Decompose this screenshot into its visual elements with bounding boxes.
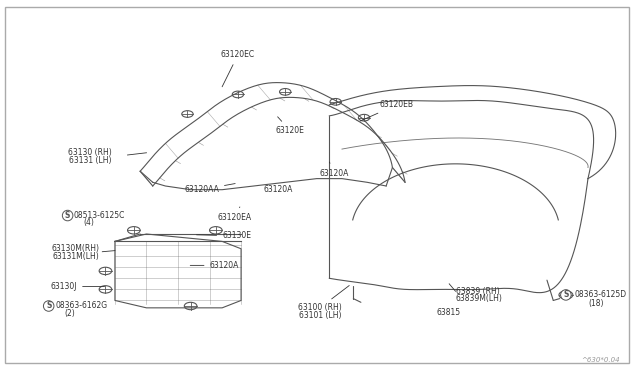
Text: (18): (18) — [588, 299, 604, 308]
Text: 63815: 63815 — [436, 308, 461, 317]
Text: 63130E: 63130E — [196, 231, 251, 240]
Text: 63101 (LH): 63101 (LH) — [299, 311, 341, 320]
Text: S: S — [46, 301, 51, 311]
Text: 63120A: 63120A — [190, 261, 239, 270]
Text: 63100 (RH): 63100 (RH) — [298, 286, 349, 312]
Text: 63120AA: 63120AA — [184, 183, 235, 194]
Text: 63130J: 63130J — [51, 282, 104, 291]
Text: S: S — [563, 291, 568, 299]
Text: 63839M(LH): 63839M(LH) — [456, 294, 502, 303]
Text: 63130M(RH): 63130M(RH) — [51, 244, 99, 253]
Text: 63839 (RH): 63839 (RH) — [456, 287, 499, 296]
Text: 63120A: 63120A — [320, 162, 349, 177]
Text: 63120A: 63120A — [263, 185, 292, 194]
Text: ^630*0.04: ^630*0.04 — [581, 356, 620, 363]
Text: S: S — [65, 211, 70, 220]
Text: 63120EC: 63120EC — [221, 51, 255, 87]
Text: 08513-6125C: 08513-6125C — [74, 211, 125, 220]
Text: 63120EA: 63120EA — [218, 207, 252, 222]
Text: (2): (2) — [65, 309, 76, 318]
Text: 63120EB: 63120EB — [360, 100, 414, 121]
Text: 08363-6125D: 08363-6125D — [574, 291, 626, 299]
Text: 08363-6162G: 08363-6162G — [55, 301, 107, 311]
Text: (4): (4) — [83, 218, 94, 227]
Text: 63131 (LH): 63131 (LH) — [69, 155, 112, 165]
Text: 63130 (RH): 63130 (RH) — [68, 148, 112, 157]
Text: 63131M(LH): 63131M(LH) — [52, 251, 99, 261]
Text: 63120E: 63120E — [276, 117, 305, 135]
